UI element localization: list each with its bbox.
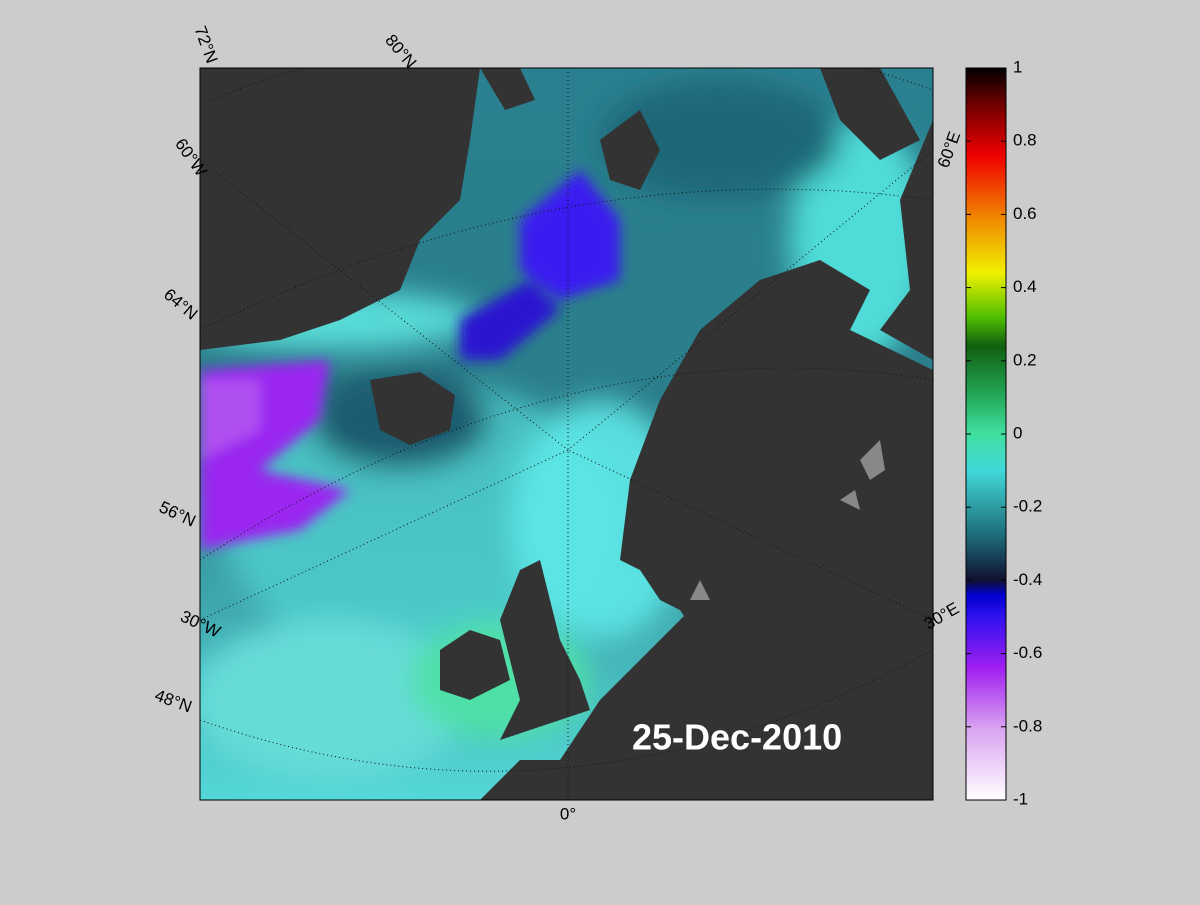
colorbar-tick-label: -1 [1013, 789, 1028, 808]
colorbar-tick-label: -0.6 [1013, 643, 1042, 662]
graticule-label: 0° [560, 804, 576, 823]
graticule-label: 56°N [156, 497, 198, 530]
land-features [690, 440, 885, 600]
colorbar-tick-label: 0.8 [1013, 131, 1037, 150]
colorbar-tick-label: 0 [1013, 423, 1022, 442]
date-label: 25-Dec-2010 [632, 717, 842, 758]
graticule-label: 72°N [191, 24, 222, 66]
colorbar-tick-label: 0.4 [1013, 277, 1037, 296]
map-area [200, 68, 933, 800]
colorbar-tick-label: -0.4 [1013, 570, 1042, 589]
colorbar-tick-label: 0.6 [1013, 204, 1037, 223]
graticule-label: 48°N [152, 686, 194, 717]
colorbar-tick-label: -0.8 [1013, 716, 1042, 735]
graticule [200, 68, 933, 800]
colorbar-tick-label: -0.2 [1013, 497, 1042, 516]
colorbar-tick-label: 0.2 [1013, 350, 1037, 369]
graticule-label: 60°E [934, 129, 965, 170]
colorbar-tick-label: 1 [1013, 57, 1022, 76]
land [200, 68, 933, 800]
graticule-label: 64°N [160, 285, 201, 324]
map-frame [199, 67, 934, 801]
colorbar [965, 67, 1007, 801]
graticule-label: 80°N [381, 31, 420, 72]
